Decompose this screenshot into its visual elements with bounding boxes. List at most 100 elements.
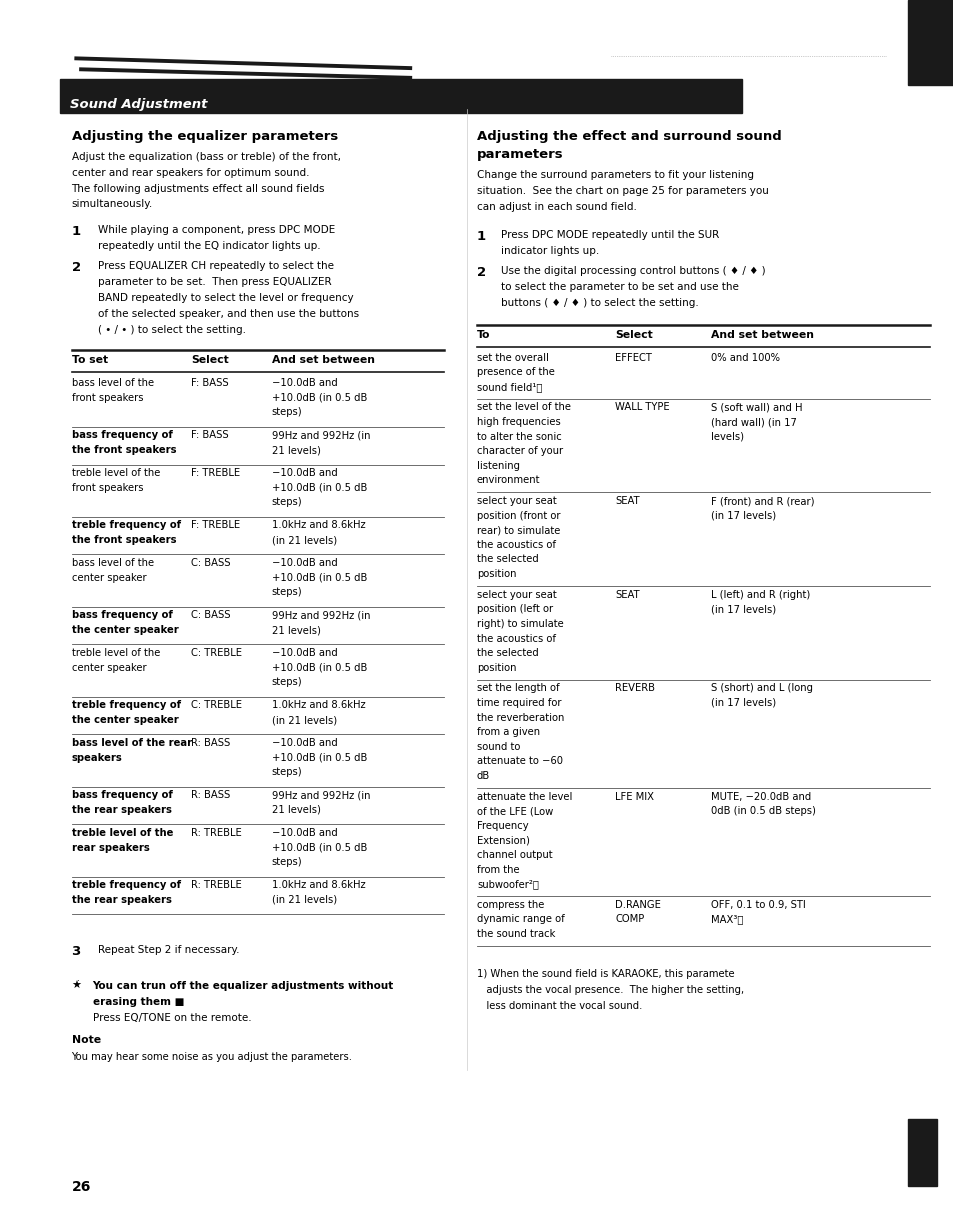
Text: −10.0dB and: −10.0dB and <box>272 738 337 748</box>
Text: position: position <box>476 569 516 579</box>
Text: −10.0dB and: −10.0dB and <box>272 378 337 388</box>
Text: 0dB (in 0.5 dB steps): 0dB (in 0.5 dB steps) <box>710 806 815 816</box>
Text: 21 levels): 21 levels) <box>272 625 320 635</box>
Text: center and rear speakers for optimum sound.: center and rear speakers for optimum sou… <box>71 168 309 178</box>
Text: time required for: time required for <box>476 698 561 708</box>
Text: bass level of the: bass level of the <box>71 378 153 388</box>
Text: repeatedly until the EQ indicator lights up.: repeatedly until the EQ indicator lights… <box>98 241 320 250</box>
Text: Press EQUALIZER CH repeatedly to select the: Press EQUALIZER CH repeatedly to select … <box>98 261 334 271</box>
Text: 1.0kHz and 8.6kHz: 1.0kHz and 8.6kHz <box>272 520 365 530</box>
Text: treble level of the: treble level of the <box>71 648 160 658</box>
Text: 1.0kHz and 8.6kHz: 1.0kHz and 8.6kHz <box>272 700 365 710</box>
Text: Select: Select <box>615 330 653 339</box>
Text: levels): levels) <box>710 432 743 441</box>
Text: OFF, 0.1 to 0.9, STI: OFF, 0.1 to 0.9, STI <box>710 900 804 910</box>
Text: rear) to simulate: rear) to simulate <box>476 525 559 535</box>
Text: While playing a component, press DPC MODE: While playing a component, press DPC MOD… <box>98 225 335 235</box>
Text: Use the digital processing control buttons ( ♦ / ♦ ): Use the digital processing control butto… <box>500 266 764 276</box>
Text: +10.0dB (in 0.5 dB: +10.0dB (in 0.5 dB <box>272 393 367 402</box>
Text: front speakers: front speakers <box>71 393 143 402</box>
Text: S (short) and L (long: S (short) and L (long <box>710 683 812 693</box>
Text: treble frequency of: treble frequency of <box>71 880 180 890</box>
Text: Press EQ/TONE on the remote.: Press EQ/TONE on the remote. <box>92 1013 251 1023</box>
Text: REVERB: REVERB <box>615 683 655 693</box>
Text: C: BASS: C: BASS <box>191 610 230 620</box>
Text: attenuate the level: attenuate the level <box>476 792 572 801</box>
Text: 3: 3 <box>71 945 81 958</box>
Text: 99Hz and 992Hz (in: 99Hz and 992Hz (in <box>272 790 370 800</box>
Text: of the selected speaker, and then use the buttons: of the selected speaker, and then use th… <box>98 309 359 319</box>
Text: (in 21 levels): (in 21 levels) <box>272 535 336 545</box>
Text: −10.0dB and: −10.0dB and <box>272 828 337 838</box>
Text: the acoustics of: the acoustics of <box>476 540 556 550</box>
Text: Select: Select <box>191 355 229 365</box>
Text: adjusts the vocal presence.  The higher the setting,: adjusts the vocal presence. The higher t… <box>476 985 743 995</box>
Text: Repeat Step 2 if necessary.: Repeat Step 2 if necessary. <box>98 945 239 955</box>
Text: LFE MIX: LFE MIX <box>615 792 654 801</box>
Text: rear speakers: rear speakers <box>71 843 149 852</box>
Text: sound field¹⧠: sound field¹⧠ <box>476 382 542 392</box>
Text: 0% and 100%: 0% and 100% <box>710 353 779 362</box>
Text: right) to simulate: right) to simulate <box>476 619 563 629</box>
Text: select your seat: select your seat <box>476 496 557 506</box>
Text: subwoofer²⧠: subwoofer²⧠ <box>476 879 538 889</box>
Text: treble frequency of: treble frequency of <box>71 700 180 710</box>
Text: You may hear some noise as you adjust the parameters.: You may hear some noise as you adjust th… <box>71 1052 353 1062</box>
Text: erasing them ■: erasing them ■ <box>92 997 184 1007</box>
Text: set the length of: set the length of <box>476 683 559 693</box>
Text: steps): steps) <box>272 587 302 597</box>
Text: −10.0dB and: −10.0dB and <box>272 558 337 568</box>
Text: channel output: channel output <box>476 850 552 860</box>
Text: C: TREBLE: C: TREBLE <box>191 700 241 710</box>
Text: the rear speakers: the rear speakers <box>71 805 172 815</box>
Text: EFFECT: EFFECT <box>615 353 652 362</box>
Text: MUTE, −20.0dB and: MUTE, −20.0dB and <box>710 792 810 801</box>
Text: simultaneously.: simultaneously. <box>71 199 152 209</box>
Text: dB: dB <box>476 771 490 781</box>
Text: COMP: COMP <box>615 914 644 924</box>
Text: You can trun off the equalizer adjustments without: You can trun off the equalizer adjustmen… <box>92 981 394 991</box>
Text: F: BASS: F: BASS <box>191 378 228 388</box>
Text: F (front) and R (rear): F (front) and R (rear) <box>710 496 813 506</box>
Text: And set between: And set between <box>710 330 813 339</box>
Text: steps): steps) <box>272 857 302 867</box>
Text: Sound Adjustment: Sound Adjustment <box>70 98 207 111</box>
Text: BAND repeatedly to select the level or frequency: BAND repeatedly to select the level or f… <box>98 293 354 303</box>
Bar <box>907 1119 936 1186</box>
Text: +10.0dB (in 0.5 dB: +10.0dB (in 0.5 dB <box>272 843 367 852</box>
Text: center speaker: center speaker <box>71 573 146 582</box>
Text: R: TREBLE: R: TREBLE <box>191 880 241 890</box>
Text: 21 levels): 21 levels) <box>272 445 320 455</box>
Text: Press DPC MODE repeatedly until the SUR: Press DPC MODE repeatedly until the SUR <box>500 230 719 240</box>
Text: environment: environment <box>476 475 540 485</box>
Text: C: TREBLE: C: TREBLE <box>191 648 241 658</box>
Text: the acoustics of: the acoustics of <box>476 634 556 643</box>
Text: Adjust the equalization (bass or treble) of the front,: Adjust the equalization (bass or treble)… <box>71 152 340 162</box>
Text: position (front or: position (front or <box>476 511 560 520</box>
Text: +10.0dB (in 0.5 dB: +10.0dB (in 0.5 dB <box>272 663 367 672</box>
Text: bass frequency of: bass frequency of <box>71 610 172 620</box>
Text: 1: 1 <box>71 225 81 238</box>
Text: −10.0dB and: −10.0dB and <box>272 468 337 478</box>
Text: steps): steps) <box>272 407 302 417</box>
Text: 1.0kHz and 8.6kHz: 1.0kHz and 8.6kHz <box>272 880 365 890</box>
Text: set the overall: set the overall <box>476 353 548 362</box>
Text: SEAT: SEAT <box>615 496 639 506</box>
Bar <box>907 0 953 85</box>
Text: select your seat: select your seat <box>476 590 557 599</box>
Text: MAX³⧠: MAX³⧠ <box>710 914 742 924</box>
Text: buttons ( ♦ / ♦ ) to select the setting.: buttons ( ♦ / ♦ ) to select the setting. <box>500 298 698 308</box>
Text: Frequency: Frequency <box>476 821 528 831</box>
Text: character of your: character of your <box>476 446 562 456</box>
Text: attenuate to −60: attenuate to −60 <box>476 756 562 766</box>
Text: steps): steps) <box>272 767 302 777</box>
Text: front speakers: front speakers <box>71 483 143 492</box>
Text: can adjust in each sound field.: can adjust in each sound field. <box>476 202 637 212</box>
Text: Change the surround parameters to fit your listening: Change the surround parameters to fit yo… <box>476 170 753 180</box>
Text: F: BASS: F: BASS <box>191 430 228 440</box>
Text: (hard wall) (in 17: (hard wall) (in 17 <box>710 417 796 427</box>
Text: to select the parameter to be set and use the: to select the parameter to be set and us… <box>500 282 738 292</box>
Text: treble level of the: treble level of the <box>71 468 160 478</box>
Text: To set: To set <box>71 355 108 365</box>
Text: S (soft wall) and H: S (soft wall) and H <box>710 402 801 412</box>
